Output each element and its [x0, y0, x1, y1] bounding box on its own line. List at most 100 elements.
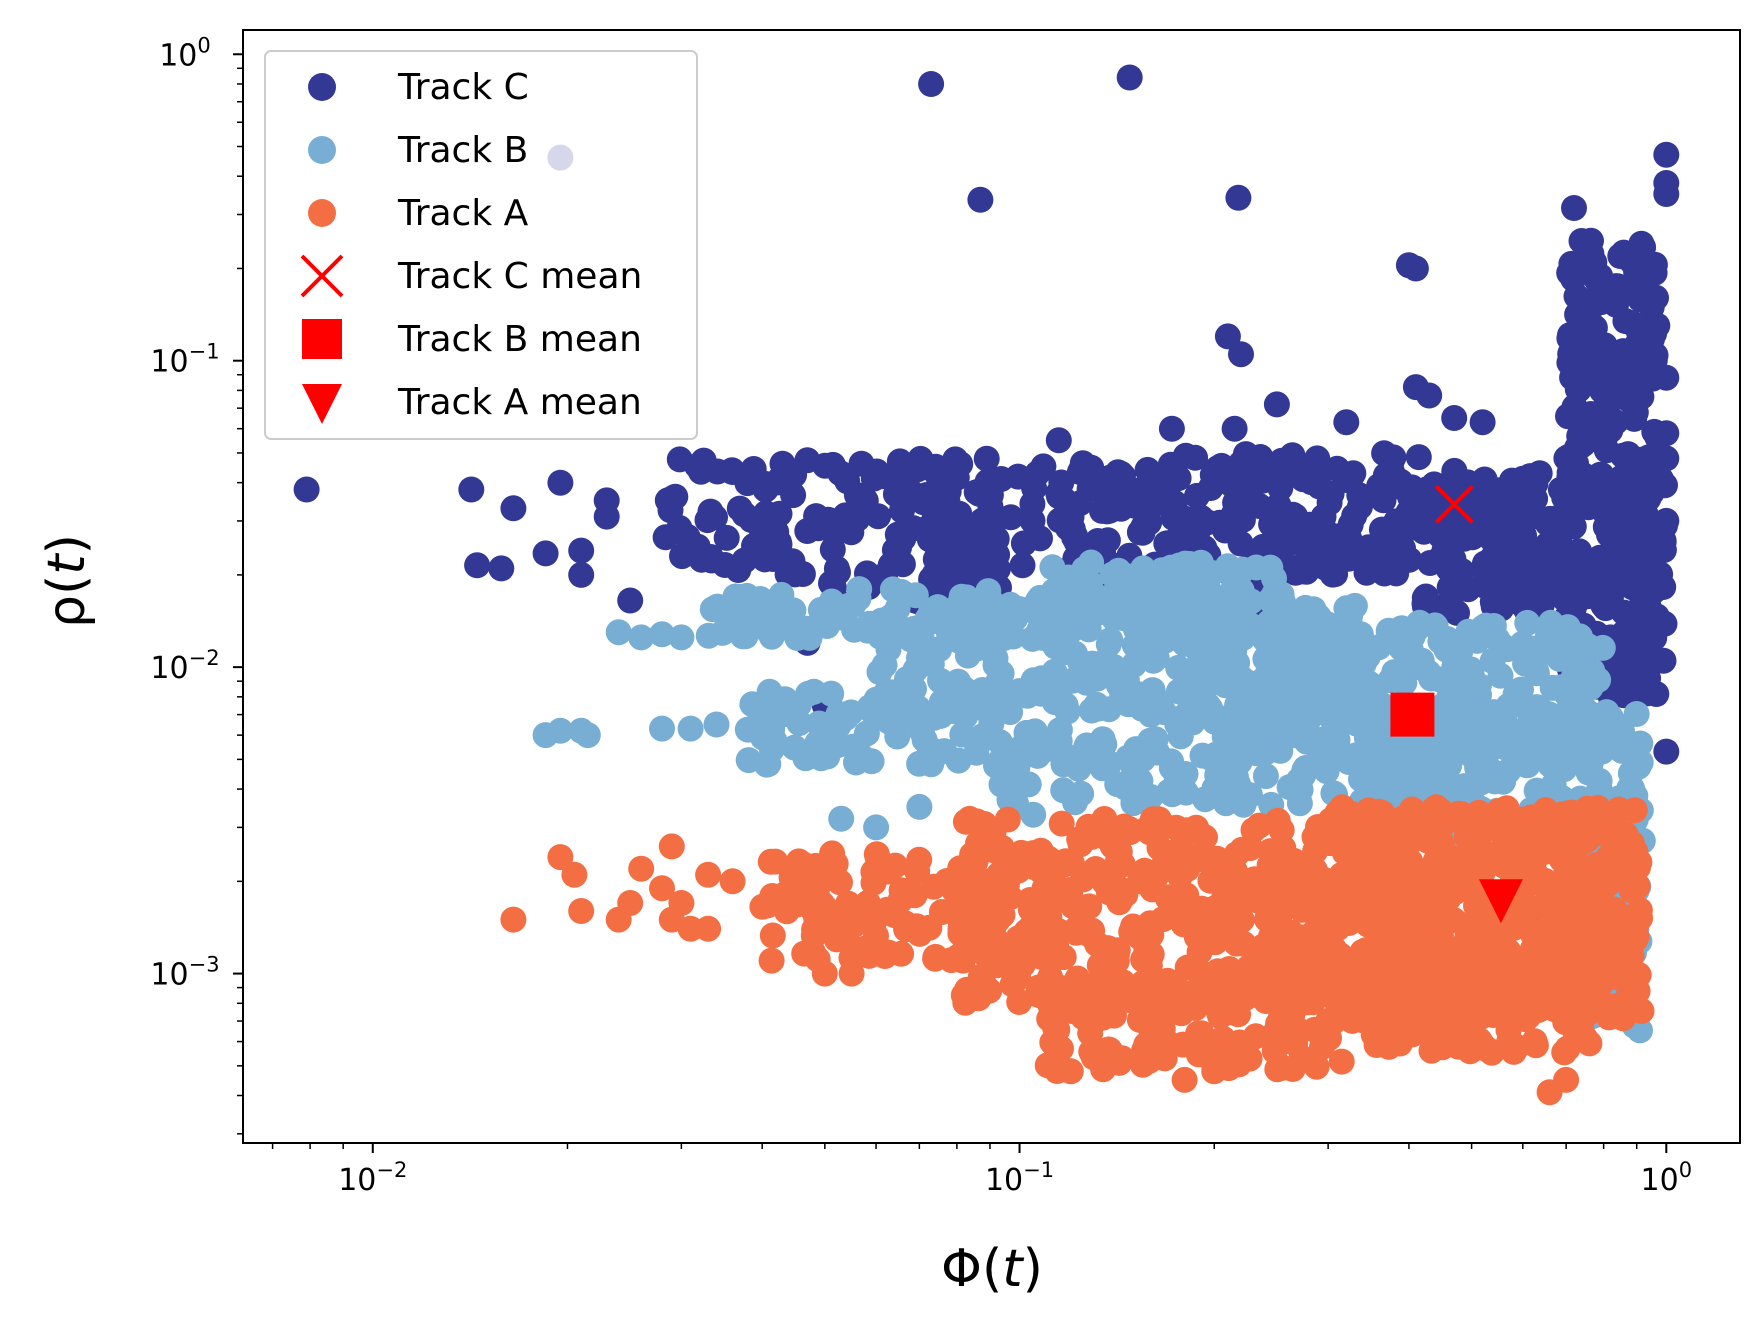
data-point	[1211, 724, 1238, 751]
data-point	[1564, 738, 1591, 765]
data-point	[1478, 508, 1505, 534]
data-point	[973, 445, 1000, 472]
legend-label: Track A mean	[397, 382, 642, 423]
data-point	[1313, 687, 1340, 714]
legend-marker	[308, 73, 336, 101]
data-point	[1228, 341, 1254, 368]
data-point	[884, 723, 911, 750]
x-tick-label: 10−1	[985, 1158, 1054, 1198]
data-point	[1555, 998, 1582, 1025]
data-point	[1516, 539, 1543, 566]
plot-area	[293, 64, 1680, 1106]
data-point	[1429, 811, 1456, 838]
data-point	[1440, 1029, 1467, 1056]
data-point	[1479, 648, 1506, 674]
data-point	[1196, 987, 1223, 1014]
data-point	[1336, 598, 1363, 625]
y-tick-label: 100	[159, 33, 211, 73]
data-point	[1115, 744, 1142, 771]
data-point	[1648, 466, 1675, 493]
data-point	[1028, 665, 1055, 692]
data-point	[794, 518, 821, 544]
data-point	[1293, 891, 1320, 918]
data-point	[1416, 382, 1443, 409]
mean-marker	[1478, 879, 1523, 924]
data-point	[1621, 405, 1648, 432]
y-axis: 10−3 10−2 10−1 100	[150, 33, 243, 1135]
y-tick-label: 10−1	[150, 340, 219, 380]
data-point	[881, 602, 908, 629]
data-point	[1138, 634, 1165, 661]
data-point	[1019, 625, 1046, 652]
axes-frame	[242, 29, 1741, 1144]
data-point	[1600, 911, 1627, 938]
data-point	[945, 619, 972, 646]
data-point	[677, 715, 704, 742]
data-point	[1414, 945, 1441, 972]
legend-marker	[300, 254, 344, 298]
data-point	[963, 739, 990, 766]
data-point	[881, 680, 908, 707]
legend-marker	[308, 199, 336, 227]
data-point	[1625, 854, 1651, 881]
data-point	[863, 922, 889, 949]
data-point	[568, 561, 595, 588]
data-point	[755, 751, 782, 777]
data-point	[906, 793, 933, 820]
data-point	[726, 583, 752, 610]
data-point	[1343, 835, 1370, 862]
data-point	[500, 906, 527, 933]
data-point	[1544, 805, 1571, 832]
data-point	[1005, 925, 1032, 952]
data-point	[1495, 758, 1522, 784]
data-point	[1218, 868, 1245, 895]
data-point	[1509, 820, 1536, 847]
series-track-a-mean	[1478, 879, 1523, 924]
data-point	[1142, 726, 1169, 753]
data-point	[1395, 804, 1422, 831]
data-point	[1116, 64, 1143, 91]
data-point	[922, 546, 949, 573]
data-point	[658, 833, 685, 860]
data-point	[1058, 568, 1085, 595]
data-point	[1427, 889, 1454, 915]
data-point	[725, 557, 752, 583]
data-point	[1542, 835, 1569, 862]
data-point	[1623, 701, 1650, 727]
data-point	[1105, 568, 1131, 595]
data-point	[853, 720, 880, 747]
data-point	[996, 786, 1023, 813]
data-point	[1361, 737, 1388, 764]
data-point	[649, 621, 675, 648]
data-point	[1263, 391, 1290, 418]
data-point	[984, 907, 1011, 934]
data-point	[988, 606, 1015, 633]
data-point	[1404, 615, 1431, 642]
data-point	[1208, 452, 1235, 479]
data-point	[1009, 552, 1036, 579]
data-point	[888, 940, 915, 967]
data-point	[1167, 723, 1194, 750]
data-point	[1324, 915, 1351, 942]
data-point	[1118, 477, 1144, 504]
data-point	[1072, 735, 1099, 762]
data-point	[1514, 609, 1541, 636]
data-point	[1444, 599, 1470, 626]
data-point	[825, 700, 852, 727]
data-point	[1109, 851, 1136, 878]
data-point	[791, 940, 818, 967]
data-point	[1496, 734, 1523, 761]
data-point	[812, 894, 839, 921]
data-point	[1596, 1004, 1622, 1031]
data-point	[1520, 935, 1546, 962]
data-point	[1521, 1028, 1548, 1055]
data-point	[1313, 758, 1340, 785]
data-point	[997, 504, 1024, 531]
data-point	[488, 555, 515, 582]
data-point	[1574, 795, 1601, 822]
data-point	[1168, 895, 1195, 921]
data-point	[1257, 554, 1284, 581]
data-point	[1078, 454, 1105, 481]
data-point	[1109, 1045, 1136, 1072]
data-point	[695, 622, 722, 649]
